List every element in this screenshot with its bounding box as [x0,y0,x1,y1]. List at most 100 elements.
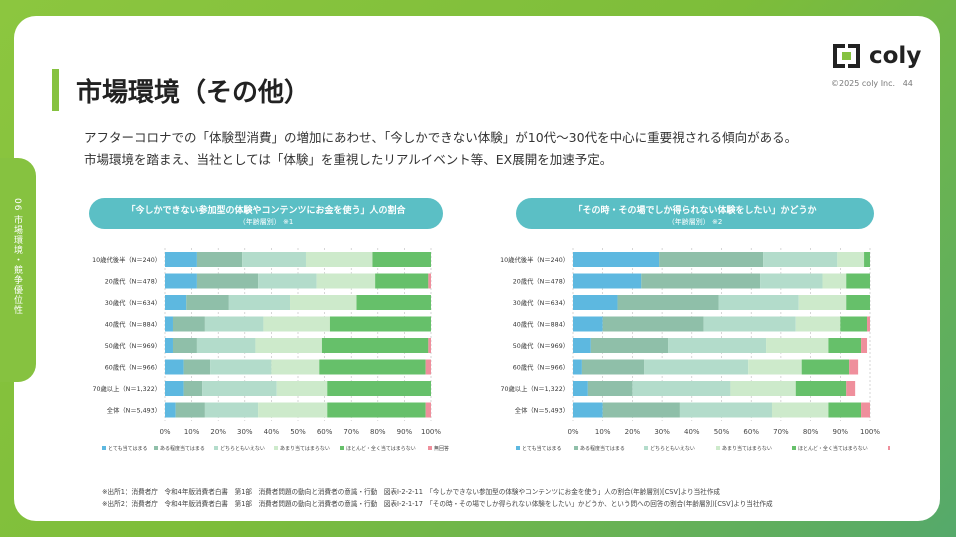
chart1-bar-segment [290,295,357,310]
chart1-bar-segment [263,316,330,332]
chart2-bar-segment [587,381,633,396]
chart1-bar-segment [196,338,256,353]
chart1-xtick-label: 90% [397,428,413,436]
chart2-bar-segment [837,252,865,267]
copyright: ©2025 coly Inc. 44 [831,79,913,88]
chart1-xtick-label: 70% [343,428,359,436]
chart1-bar-segment [202,381,277,396]
chart1-bar-segment [165,359,184,375]
chart2-category-label: 60歳代（N＝966） [513,363,569,372]
chart2-bar-segment [679,402,772,418]
chart1-bar-segment [165,402,176,418]
chart1-bar-segment [276,381,328,396]
chart2-xtick-label: 100% [860,428,880,436]
chart1-footnote-mark: ※1 [282,218,294,226]
chart2-bar-segment [849,359,859,375]
section-label: 06 市場環境・競争優位性 [12,198,22,316]
chart2-legend-label: とても当てはまる [522,445,562,452]
chart1-bar-segment [204,316,264,332]
chart1-subtitle: （年齢層別） ※1 [89,217,443,227]
chart2-bar-segment [864,252,870,267]
chart2-bar-segment [798,295,847,310]
chart1-bar-segment [175,402,205,418]
chart2-bar-segment [703,316,796,332]
chart1-bar-segment [425,402,431,418]
page-title: 市場環境（その他） [76,78,311,108]
chart1-xtick-label: 60% [317,428,333,436]
chart1-bar-segment [327,402,426,418]
chart2-bar-segment [771,402,829,418]
chart2-xtick-label: 40% [684,428,700,436]
chart1-bar-segment [172,316,205,332]
chart2-bar-segment [718,295,799,310]
chart2-bar-segment [730,381,796,396]
chart1-xtick-label: 80% [370,428,386,436]
chart1-category-label: 10歳代後半（N＝240） [92,255,161,264]
chart2-legend-swatch [516,446,520,450]
chart1-bar-segment [165,338,173,353]
chart2-category-label: 70歳以上（N＝1,322） [500,384,569,393]
chart1-bar-segment [425,359,431,375]
chart1-bar-segment [172,338,197,353]
chart2-legend-label: ある程度当てはまる [580,445,625,452]
chart1-legend-swatch [274,446,278,450]
lead-line-1: アフターコロナでの「体験型消費」の増加にあわせ、「今しかできない体験」が10代〜… [84,130,798,145]
chart2-bar-segment [573,273,642,289]
chart2-bar-segment [867,316,870,332]
chart2-legend-label: ほとんど・全く当てはまらない [798,445,868,452]
chart-2: 0% 10% 20% 30% 40% 50% 60% 70% 80% 90% 100% 10歳代後半（… [500,248,890,452]
chart1-xtick-label: 50% [290,428,306,436]
chart1-category-label: 70歳以上（N＝1,322） [92,384,161,393]
chart2-title-pill: 「その時・その場でしか得られない体験をしたい」かどうか （年齢層別） ※2 [516,198,874,229]
lead-text: アフターコロナでの「体験型消費」の増加にあわせ、「今しかできない体験」が10代〜… [84,127,797,171]
chart1-legend-label: あまり当てはまらない [280,445,330,452]
chart1-bar-segment [271,359,320,375]
chart2-xtick-label: 70% [773,428,789,436]
chart1-bar-segment [165,295,187,310]
chart2-bar-segment [573,316,603,332]
chart2-bar-segment [846,381,856,396]
chart1-bar-segment [329,316,431,332]
chart2-bar-segment [861,402,870,418]
chart1-bar-segment [428,338,431,353]
lead-line-2: 市場環境を踏まえ、当社としては「体験」を重視したリアルイベント等、EX展開を加速… [84,152,613,167]
chart1-bar-segment [428,273,431,289]
logo-text: coly [869,43,922,69]
coly-logo: coly [832,43,921,69]
chart1-legend-swatch [154,446,158,450]
copyright-text: ©2025 coly Inc. [831,79,896,88]
chart2-xtick-label: 20% [625,428,641,436]
chart1-bar-segment [305,252,373,267]
chart1-category-label: 全体（N＝5,493） [107,406,161,415]
chart1-bar-segment [321,338,429,353]
chart2-bar-segment [573,252,660,267]
chart1-bar-segment [183,381,203,396]
chart2-legend-label: あまり当てはまらない [722,445,772,452]
chart1-bar-segment [258,273,317,289]
chart2-bar-segment [748,359,802,375]
chart2-bar-segment [795,316,841,332]
chart1-legend-swatch [340,446,344,450]
chart2-category-label: 50歳代（N＝969） [513,341,569,350]
chart1-bar-segment [255,338,322,353]
chart2-legend-swatch [644,446,648,450]
chart2-bar-segment [602,316,704,332]
chart2-xtick-label: 80% [803,428,819,436]
chart1-title-pill: 「今しかできない参加型の体験やコンテンツにお金を使う」人の割合 （年齢層別） ※… [89,198,443,229]
chart2-bar-segment [573,359,582,375]
chart1-xtick-label: 0% [159,428,170,436]
chart1-bar-segment [356,295,431,310]
chart1-bar-segment [258,402,328,418]
chart1-xtick-label: 10% [184,428,200,436]
chart2-bar-segment [590,338,669,353]
chart-1: 0% 10% 20% 30% 40% 50% 60% 70% 80% 90% 100% 10歳代後半（… [92,248,449,452]
chart1-category-label: 30歳代（N＝634） [105,298,161,307]
chart1-legend-label: どちらともいえない [220,445,265,452]
chart2-bar-segment [840,316,868,332]
chart2-footnote-mark: ※2 [711,218,723,226]
chart2-bar-segment [641,273,761,289]
chart2-bar-segment [581,359,645,375]
chart2-bar-segment [828,338,862,353]
chart1-bar-segment [372,252,431,267]
chart2-bar-segment [766,338,829,353]
